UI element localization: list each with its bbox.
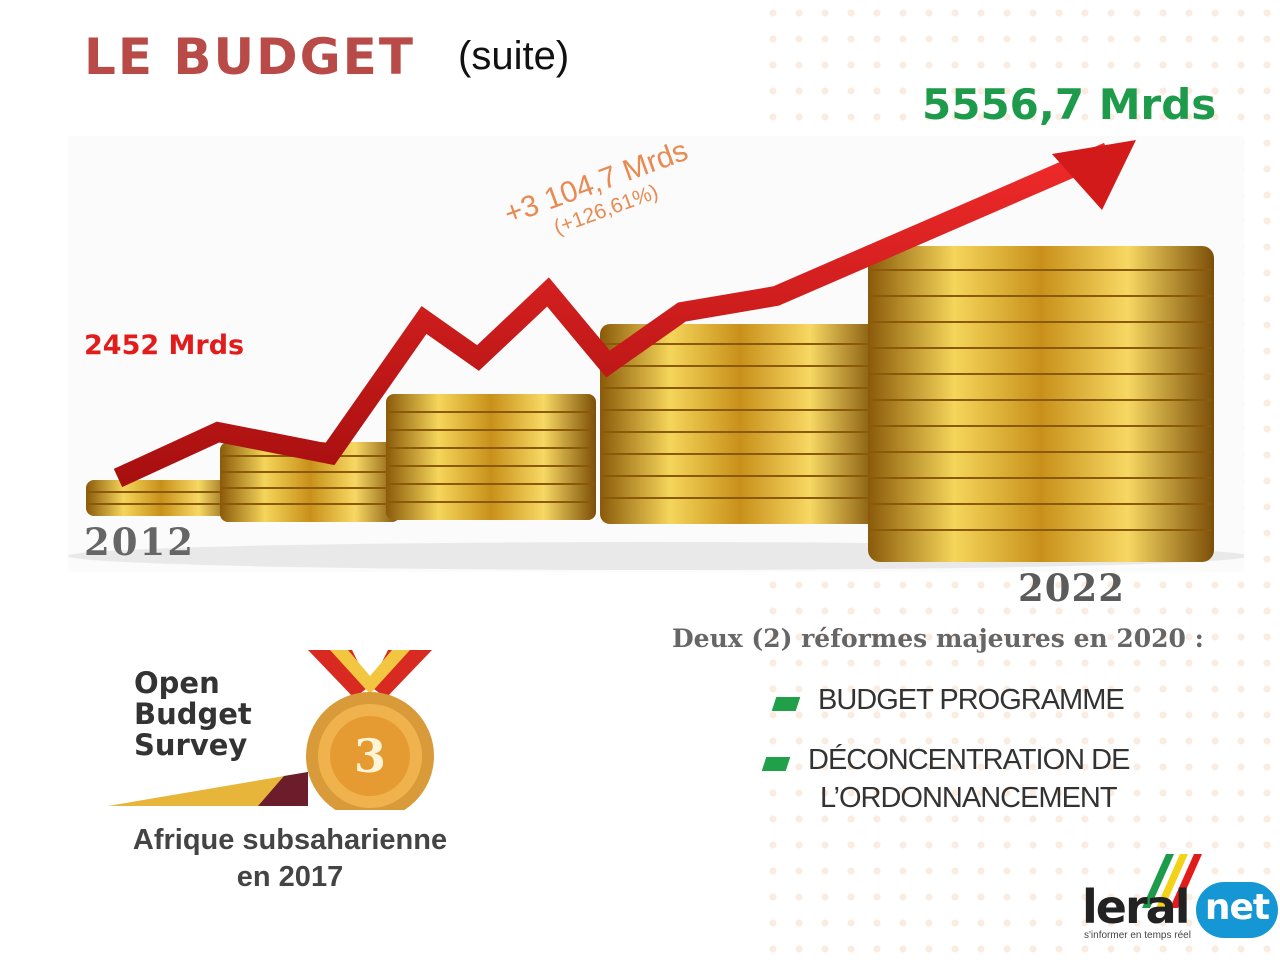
obs-word-survey: Survey <box>134 728 248 762</box>
bullet-icon <box>761 757 791 771</box>
slide-subtitle: (suite) <box>458 34 570 78</box>
end-year: 2022 <box>1018 566 1125 610</box>
medal-caption-line1: Afrique subsaharienne <box>132 824 448 856</box>
growth-arrow <box>113 140 1136 488</box>
bullet-icon <box>771 697 801 711</box>
start-year: 2012 <box>84 520 195 564</box>
open-budget-survey-logo: Open Budget Survey <box>134 668 252 761</box>
medal-graphic: 3 <box>108 650 434 810</box>
coin-stack-5 <box>868 246 1214 562</box>
reform-item-budget-programme: BUDGET PROGRAMME <box>818 684 1125 716</box>
obs-word-budget: Budget <box>134 697 252 731</box>
slide-title: LE BUDGET <box>84 28 415 86</box>
logo-name: leral <box>1082 880 1190 934</box>
reform-item-ordonnancement: L’ORDONNANCEMENT <box>820 782 1118 814</box>
end-value: 5556,7 Mrds <box>922 80 1217 129</box>
obs-word-open: Open <box>134 666 220 700</box>
reforms-title: Deux (2) réformes majeures en 2020 : <box>672 624 1204 653</box>
logo-suffix: net <box>1196 882 1278 938</box>
coin-growth-illustration <box>68 136 1244 572</box>
start-value: 2452 Mrds <box>84 330 245 361</box>
logo-tagline: s'informer en temps réel <box>1084 930 1191 941</box>
leral-logo: leral net s'informer en temps réel <box>1078 850 1278 950</box>
medal-number: 3 <box>354 729 386 783</box>
coin-stack-4 <box>600 324 880 524</box>
logo-flag-stripes <box>1142 854 1202 908</box>
coin-stack-3 <box>386 394 596 520</box>
reform-item-deconcentration: DÉCONCENTRATION DE <box>808 744 1130 776</box>
medal-caption-line2: en 2017 <box>236 861 344 893</box>
coin-stack-1 <box>86 480 236 516</box>
medal-caption: Afrique subsaharienne en 2017 <box>110 822 470 896</box>
